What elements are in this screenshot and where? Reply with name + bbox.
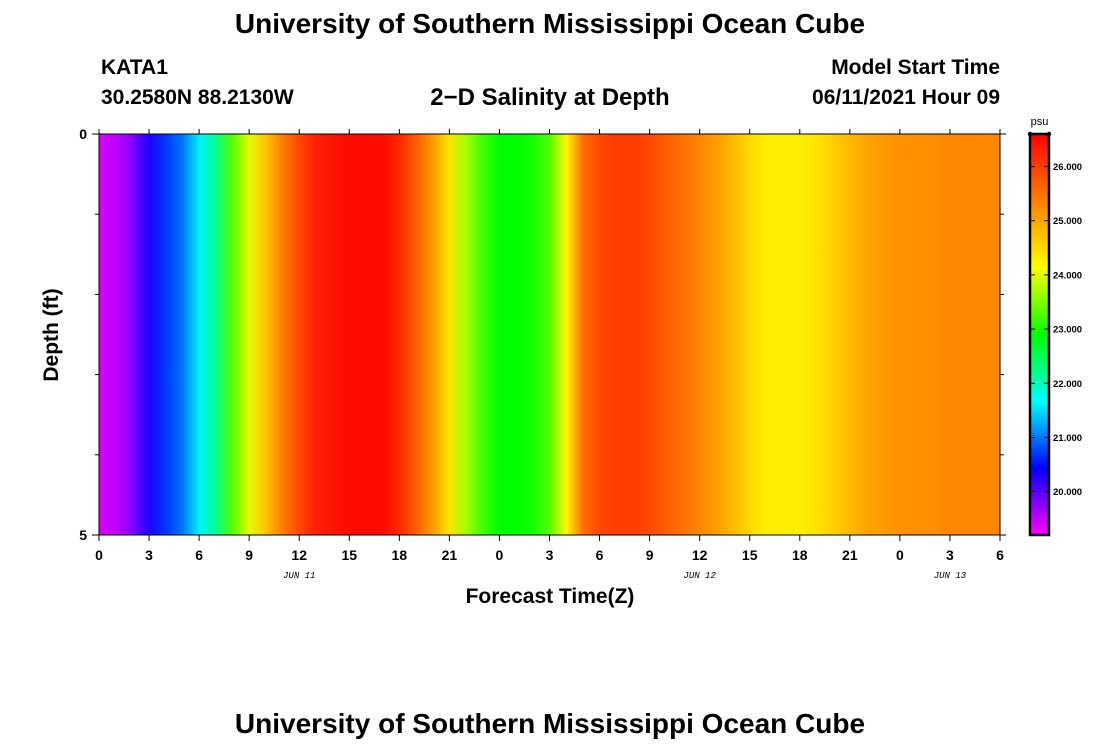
colorbar-tick-label: 20.000 bbox=[1053, 487, 1082, 498]
colorbar-unit: psu bbox=[1031, 116, 1049, 128]
page-title: University of Southern Mississippi Ocean… bbox=[234, 8, 866, 39]
colorbar-tick-label: 26.000 bbox=[1053, 162, 1082, 173]
x-tick-label: 3 bbox=[546, 547, 554, 563]
colorbar-corner-dot bbox=[1027, 131, 1033, 137]
colorbar-tick-label: 24.000 bbox=[1053, 270, 1082, 281]
model-start-label: Model Start Time bbox=[831, 56, 1000, 79]
x-tick-label: 15 bbox=[742, 547, 758, 563]
x-tick-label: 18 bbox=[792, 547, 808, 563]
colorbar-tick-label: 25.000 bbox=[1053, 216, 1082, 227]
y-tick-label: 0 bbox=[79, 126, 87, 142]
footer-title: University of Southern Mississippi Ocean… bbox=[234, 708, 866, 739]
x-tick-label: 21 bbox=[442, 547, 458, 563]
x-tick-label: 3 bbox=[145, 547, 153, 563]
x-tick-label: 0 bbox=[95, 547, 103, 563]
x-tick-label: 6 bbox=[996, 547, 1004, 563]
station-location: 30.2580N 88.2130W bbox=[101, 86, 294, 109]
x-tick-label: 3 bbox=[946, 547, 954, 563]
colorbar bbox=[1028, 132, 1051, 537]
x-date-label: JUN 11 bbox=[283, 571, 315, 581]
x-tick-label: 0 bbox=[496, 547, 504, 563]
colorbar-corner-dot bbox=[1046, 131, 1052, 137]
x-tick-label: 12 bbox=[291, 547, 307, 563]
x-tick-label: 0 bbox=[896, 547, 904, 563]
chart-subtitle: 2−D Salinity at Depth bbox=[430, 84, 670, 111]
station-id: KATA1 bbox=[101, 56, 168, 79]
x-tick-label: 12 bbox=[692, 547, 708, 563]
x-tick-label: 15 bbox=[341, 547, 357, 563]
y-axis-title: Depth (ft) bbox=[40, 288, 63, 381]
x-axis-title: Forecast Time(Z) bbox=[466, 585, 635, 608]
x-tick-label: 18 bbox=[392, 547, 408, 563]
y-tick-label: 5 bbox=[79, 527, 87, 543]
x-tick-label: 6 bbox=[195, 547, 203, 563]
model-start-value: 06/11/2021 Hour 09 bbox=[812, 86, 1000, 109]
x-date-label: JUN 12 bbox=[683, 571, 716, 581]
colorbar-tick-label: 21.000 bbox=[1053, 433, 1082, 444]
salinity-heatmap bbox=[99, 134, 1000, 535]
colorbar-tick-label: 22.000 bbox=[1053, 379, 1082, 390]
x-tick-label: 9 bbox=[646, 547, 654, 563]
x-tick-label: 9 bbox=[245, 547, 253, 563]
x-tick-label: 6 bbox=[596, 547, 604, 563]
colorbar-tick-label: 23.000 bbox=[1053, 325, 1082, 336]
x-tick-label: 21 bbox=[842, 547, 858, 563]
x-date-label: JUN 13 bbox=[934, 571, 967, 581]
